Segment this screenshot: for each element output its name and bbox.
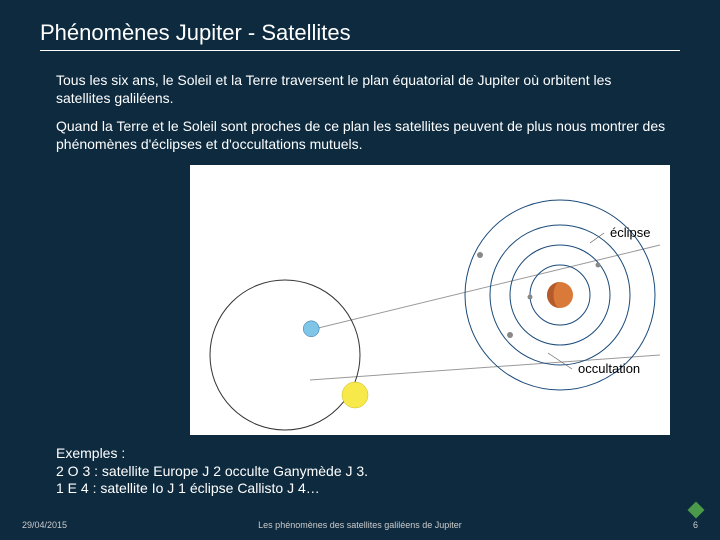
slide-title: Phénomènes Jupiter - Satellites bbox=[40, 20, 680, 51]
examples-block: Exemples : 2 O 3 : satellite Europe J 2 … bbox=[56, 445, 666, 498]
svg-text:occultation: occultation bbox=[578, 361, 640, 376]
examples-line-2: 1 E 4 : satellite Io J 1 éclipse Callist… bbox=[56, 480, 666, 498]
examples-heading: Exemples : bbox=[56, 445, 666, 463]
slide: Phénomènes Jupiter - Satellites Tous les… bbox=[0, 0, 720, 540]
footer-title: Les phénomènes des satellites galiléens … bbox=[0, 520, 720, 530]
orbit-diagram-svg: éclipse occultation bbox=[190, 165, 670, 435]
examples-line-1: 2 O 3 : satellite Europe J 2 occulte Gan… bbox=[56, 463, 666, 481]
paragraph-2: Quand la Terre et le Soleil sont proches… bbox=[56, 118, 666, 153]
footer-page-number: 6 bbox=[693, 520, 698, 530]
svg-text:éclipse: éclipse bbox=[610, 225, 650, 240]
footer-diamond-icon bbox=[688, 502, 705, 519]
paragraph-1: Tous les six ans, le Soleil et la Terre … bbox=[56, 72, 666, 107]
orbit-diagram: éclipse occultation bbox=[190, 165, 670, 435]
